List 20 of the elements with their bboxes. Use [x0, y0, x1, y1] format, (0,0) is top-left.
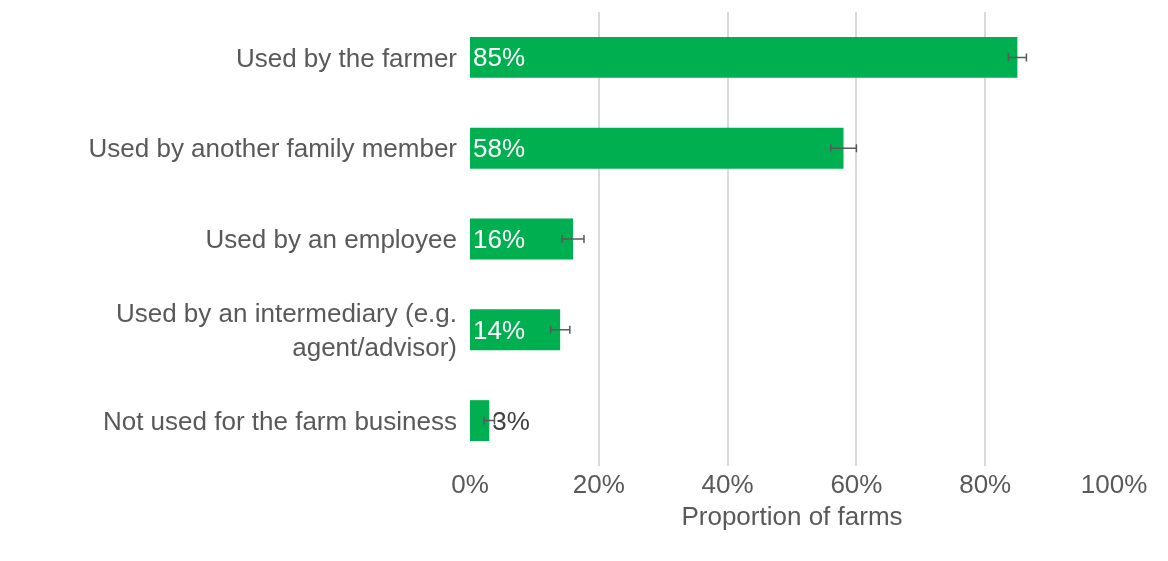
- x-tick-label: 0%: [451, 469, 489, 499]
- data-label: 3%: [492, 405, 530, 436]
- data-label: 85%: [473, 42, 526, 73]
- bar: [470, 400, 490, 442]
- y-tick-label: Used by an intermediary (e.g. agent/advisor): [115, 298, 457, 362]
- data-label: 14%: [473, 314, 526, 345]
- x-tick-label: 20%: [572, 469, 625, 499]
- x-tick-label: 60%: [830, 469, 883, 499]
- x-tick-label: 80%: [959, 469, 1012, 499]
- x-tick-label: 40%: [701, 469, 754, 499]
- y-tick-label: Used by an employee: [205, 224, 457, 255]
- x-tick-label: 100%: [1080, 469, 1148, 499]
- y-tick-label: Not used for the farm business: [102, 405, 457, 436]
- data-label: 58%: [473, 133, 526, 164]
- x-axis-title: Proportion of farms: [681, 500, 903, 531]
- bar: [470, 36, 1018, 78]
- bar: [470, 127, 844, 169]
- y-tick-label: Used by another family member: [88, 133, 458, 164]
- y-tick-label: Used by the farmer: [235, 42, 458, 73]
- data-label: 16%: [473, 224, 526, 254]
